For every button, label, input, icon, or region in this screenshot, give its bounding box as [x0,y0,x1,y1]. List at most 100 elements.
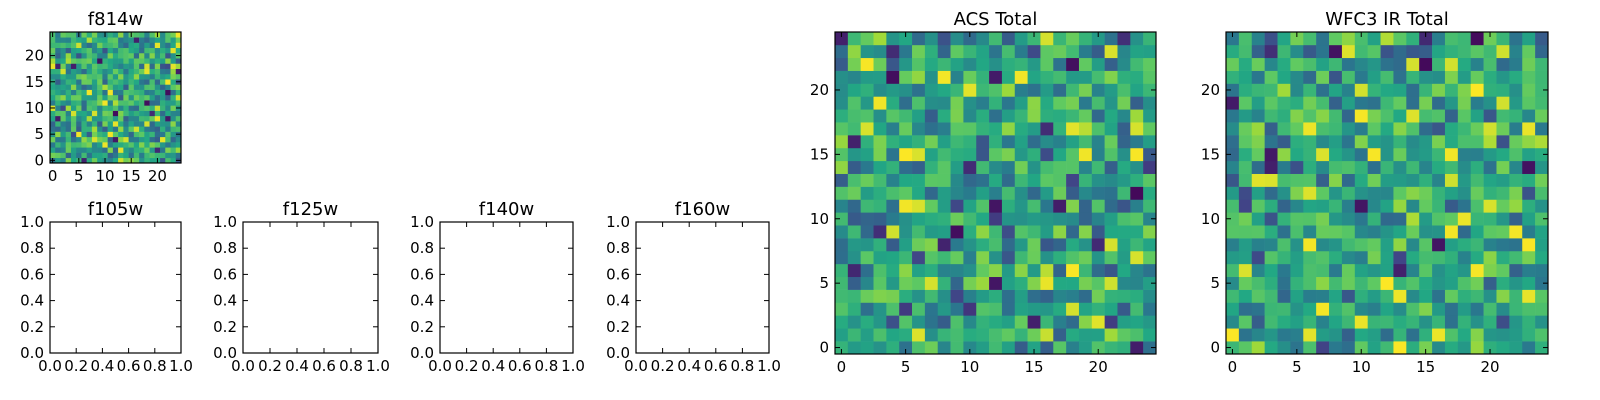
heatmap-cell [1380,302,1394,316]
heatmap-cell [1104,263,1118,278]
heatmap-cell [118,105,124,111]
heatmap-cell [1509,199,1523,213]
heatmap-cell [937,302,951,316]
heatmap-cell [154,100,161,106]
heatmap-cell [1238,96,1253,110]
heatmap-cell [1329,238,1343,252]
heatmap-cell [963,263,977,278]
x-tick-label: 1.0 [366,357,390,375]
heatmap-cell [123,147,129,153]
heatmap-cell [1290,199,1304,213]
heatmap-cell [873,250,887,265]
heatmap-cell [81,32,87,38]
heatmap-cell [924,225,939,239]
heatmap-cell [1432,83,1446,97]
heatmap-cell [1143,328,1157,342]
heatmap-cell [1457,186,1472,200]
heatmap-cell [1014,238,1028,252]
heatmap-cell [1380,147,1394,162]
heatmap-cell [1027,199,1041,213]
heatmap-cell [1522,212,1536,226]
heatmap-cell [950,212,964,226]
heatmap-cell [976,212,990,226]
heatmap-cell [989,289,1003,303]
heatmap-cell [989,250,1003,265]
heatmap-cell [102,105,108,111]
heatmap-cell [1419,173,1433,187]
heatmap-cell [1303,122,1317,136]
heatmap-cell [1277,302,1291,316]
heatmap-cell [60,147,67,153]
heatmap-cell [1040,186,1054,200]
x-tick-label: 20 [1089,358,1108,376]
heatmap-cell [1316,44,1330,59]
heatmap-cell [1367,32,1381,46]
heatmap-cell [1290,160,1304,174]
heatmap-cell [81,84,87,90]
heatmap-cell [149,115,156,122]
heatmap-cell [133,79,140,85]
heatmap-cell [989,302,1003,316]
heatmap-cell [128,37,135,43]
heatmap-cell [1367,173,1381,187]
heatmap-cell [1509,70,1523,84]
heatmap-cell [1104,32,1118,46]
heatmap-cell [1470,315,1484,329]
heatmap-cell [102,142,108,148]
heatmap-cell [886,276,900,290]
heatmap-cell [1290,225,1304,239]
heatmap-cell [160,131,166,138]
heatmap-cell [1117,225,1131,239]
heatmap-cell [1496,122,1510,136]
heatmap-cell [1238,302,1253,316]
heatmap-cell [1053,173,1067,187]
panel-f140w: 0.0 0.2 0.4 0.6 0.8 1.00.00.20.40.60.81.0f140… [410,199,585,375]
heatmap-cell [912,186,926,200]
heatmap-cell [149,68,156,75]
heatmap-cell [1444,186,1459,200]
heatmap-cell [1535,225,1549,239]
heatmap-cell [1316,173,1330,187]
heatmap-cell [70,100,77,106]
heatmap-cell [1316,328,1330,342]
heatmap-cell [55,42,61,49]
heatmap-cell [1496,160,1510,174]
x-tick-label: 15 [122,167,141,185]
heatmap-cell [139,52,145,59]
heatmap-cell [1509,135,1523,149]
heatmap-cell [963,70,977,84]
heatmap-cell [97,73,103,80]
heatmap-cell [55,84,61,90]
heatmap-cell [1238,225,1253,239]
heatmap-cell [1264,96,1278,110]
heatmap-cell [112,152,119,159]
heatmap-cell [899,44,913,59]
heatmap-cell [97,136,103,143]
heatmap-cell [1432,250,1446,265]
heatmap-cell [1457,135,1472,149]
heatmap-cell [154,94,161,101]
heatmap-cell [1066,225,1080,239]
heatmap-cell [1117,109,1131,123]
heatmap-cell [1053,186,1067,200]
heatmap-cell [1470,57,1484,71]
heatmap-cell [1264,212,1278,226]
heatmap-cell [1277,70,1291,84]
heatmap-cell [97,100,103,106]
heatmap-cell [81,157,87,164]
y-tick-label: 15 [810,145,829,163]
heatmap-cell [81,110,87,117]
heatmap-cell [1053,212,1067,226]
heatmap-cell [97,32,103,38]
heatmap-cell [55,32,61,38]
heatmap-cell [1367,186,1381,200]
heatmap-cell [86,94,93,101]
heatmap-cell [1341,238,1356,252]
heatmap-cell [1104,238,1118,252]
heatmap-cell [1483,147,1497,162]
heatmap-cell [102,136,108,143]
heatmap-cell [1290,109,1304,123]
heatmap-cell [912,135,926,149]
heatmap-cell [1066,44,1080,59]
heatmap-cell [165,152,171,159]
